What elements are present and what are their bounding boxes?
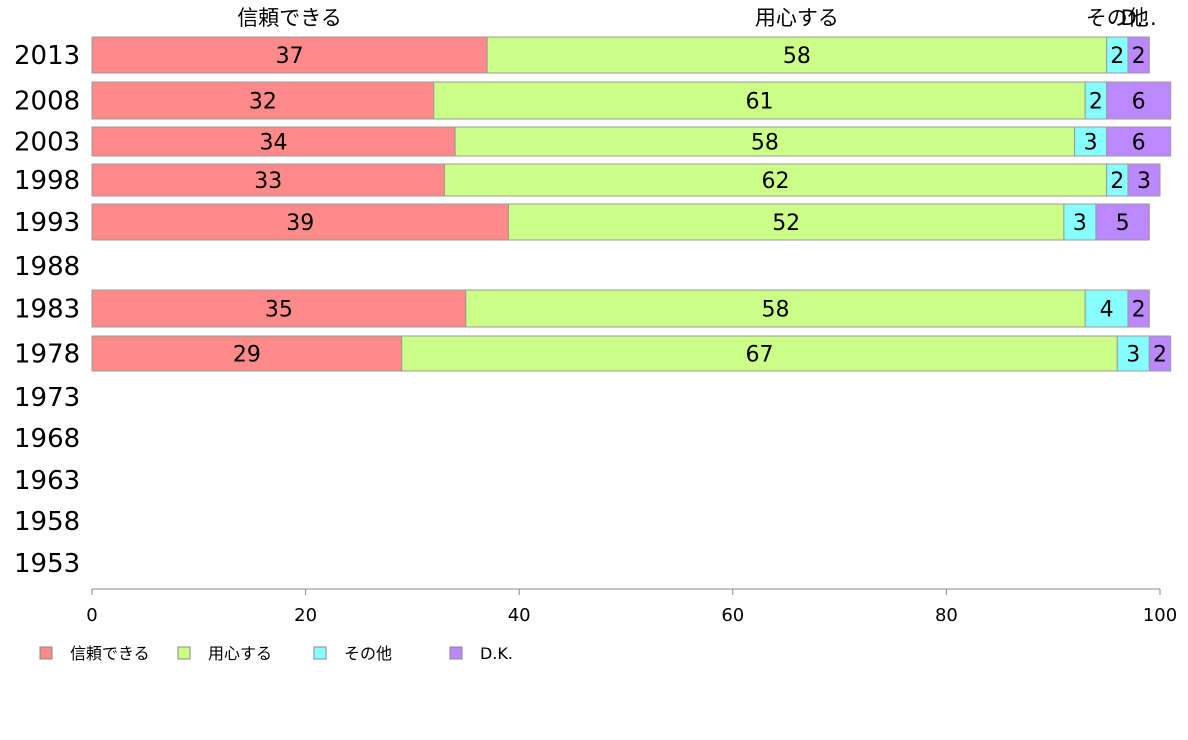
x-tick-label-1: 20: [294, 605, 317, 626]
legend-item-3: D.K.: [449, 644, 513, 663]
legend-swatch-0: [39, 646, 53, 660]
bar-1983-series-3: [1127, 289, 1150, 328]
data-label-1983-series-0: 35: [265, 298, 293, 323]
data-label-1983-series-3: 2: [1132, 298, 1146, 323]
data-label-2008-series-2: 2: [1089, 90, 1103, 115]
bar-1993-series-0: [91, 203, 510, 241]
category-labels: 2013 2008 2003 1998 1993 1988 1983 1978 1973 1968…: [14, 41, 80, 579]
legend-label-1: 用心する: [208, 644, 272, 663]
bar-1993-series-1: [508, 203, 1065, 241]
legend-item-2: その他: [313, 644, 392, 663]
category-label-2013: 2013: [14, 41, 80, 71]
bar-2003-series-3: [1106, 126, 1172, 157]
category-label-1983: 1983: [14, 295, 80, 325]
bar-1978-series-0: [91, 335, 403, 372]
x-axis: 0 20 40 60 80 100: [86, 588, 1177, 626]
x-tick-label-4: 80: [935, 605, 958, 626]
data-label-2008-series-0: 32: [249, 90, 277, 115]
x-tick-label-2: 40: [508, 605, 531, 626]
data-label-1998-series-3: 3: [1137, 169, 1151, 194]
category-label-1953: 1953: [14, 549, 80, 579]
data-label-1978-series-0: 29: [233, 343, 261, 368]
data-label-2008-series-3: 6: [1132, 90, 1146, 115]
data-label-1983-series-1: 58: [762, 298, 790, 323]
bar-1998-series-1: [443, 163, 1108, 197]
data-label-1998-series-0: 33: [254, 169, 282, 194]
series-top-label-3: D...: [1121, 6, 1157, 30]
series-top-label-0: 信頼できる: [237, 6, 342, 30]
data-label-2013-series-0: 37: [276, 44, 304, 69]
category-label-1963: 1963: [14, 466, 80, 496]
x-tick-label-3: 60: [721, 605, 744, 626]
data-label-1993-series-1: 52: [772, 211, 800, 236]
category-label-2003: 2003: [14, 128, 80, 158]
data-label-2003-series-1: 58: [751, 131, 779, 156]
data-label-1993-series-0: 39: [286, 211, 314, 236]
x-tick-label-5: 100: [1143, 605, 1177, 626]
data-label-1998-series-2: 2: [1110, 169, 1124, 194]
bar-2013-series-3: [1127, 36, 1150, 74]
legend-swatch-3: [449, 646, 463, 660]
data-label-2003-series-3: 6: [1132, 131, 1146, 156]
data-label-1978-series-1: 67: [746, 343, 774, 368]
bar-1978-series-1: [401, 335, 1118, 372]
legend-label-0: 信頼できる: [70, 644, 150, 663]
bar-1998-series-0: [91, 163, 445, 197]
data-label-1993-series-3: 5: [1116, 211, 1130, 236]
bar-1993-series-2: [1063, 203, 1097, 241]
legend-item-1: 用心する: [177, 644, 272, 663]
x-tick-label-0: 0: [86, 605, 97, 626]
data-label-1978-series-3: 2: [1153, 343, 1167, 368]
category-label-1978: 1978: [14, 340, 80, 370]
bar-1993-series-3: [1095, 203, 1150, 241]
data-label-2008-series-1: 61: [746, 90, 774, 115]
bars: 37 58 2 232 61 2 634 58 3 633 62 2 339 52 3 535 58 4 229 67…: [91, 36, 1172, 372]
data-label-2013-series-2: 2: [1110, 44, 1124, 69]
data-label-1998-series-1: 62: [762, 169, 790, 194]
bar-2008-series-1: [433, 81, 1086, 120]
data-label-2003-series-2: 3: [1084, 131, 1098, 156]
data-label-1993-series-2: 3: [1073, 211, 1087, 236]
bar-2013-series-1: [486, 36, 1108, 74]
data-label-2003-series-0: 34: [260, 131, 288, 156]
data-label-2013-series-1: 58: [783, 44, 811, 69]
category-label-1958: 1958: [14, 507, 80, 537]
legend-swatch-1: [177, 646, 191, 660]
data-label-1983-series-2: 4: [1100, 298, 1114, 323]
bar-1983-series-1: [465, 289, 1086, 328]
series-top-label-2: その他: [1086, 6, 1149, 30]
data-label-1978-series-2: 3: [1126, 343, 1140, 368]
bar-1983-series-0: [91, 289, 467, 328]
legend-label-3: D.K.: [480, 644, 513, 663]
category-label-1993: 1993: [14, 208, 80, 238]
legend-label-2: その他: [344, 644, 392, 663]
bar-2013-series-0: [91, 36, 488, 74]
legend-item-0: 信頼できる: [39, 644, 150, 663]
bar-1998-series-3: [1127, 163, 1161, 197]
category-label-1998: 1998: [14, 166, 80, 196]
legend: 信頼できる 用心する その他 D.K.: [39, 644, 513, 663]
bar-2003-series-0: [91, 126, 456, 157]
bar-1978-series-3: [1148, 335, 1172, 372]
category-label-1973: 1973: [14, 383, 80, 413]
series-top-label-1: 用心する: [755, 6, 839, 30]
data-label-2013-series-3: 2: [1132, 44, 1146, 69]
category-label-1988: 1988: [14, 252, 80, 282]
legend-swatch-2: [313, 646, 327, 660]
bar-2008-series-3: [1106, 81, 1172, 120]
series-top-labels: 信頼できる 用心する その他D...: [237, 6, 1156, 30]
category-label-1968: 1968: [14, 424, 80, 454]
category-label-2008: 2008: [14, 87, 80, 117]
bar-2003-series-1: [454, 126, 1076, 157]
